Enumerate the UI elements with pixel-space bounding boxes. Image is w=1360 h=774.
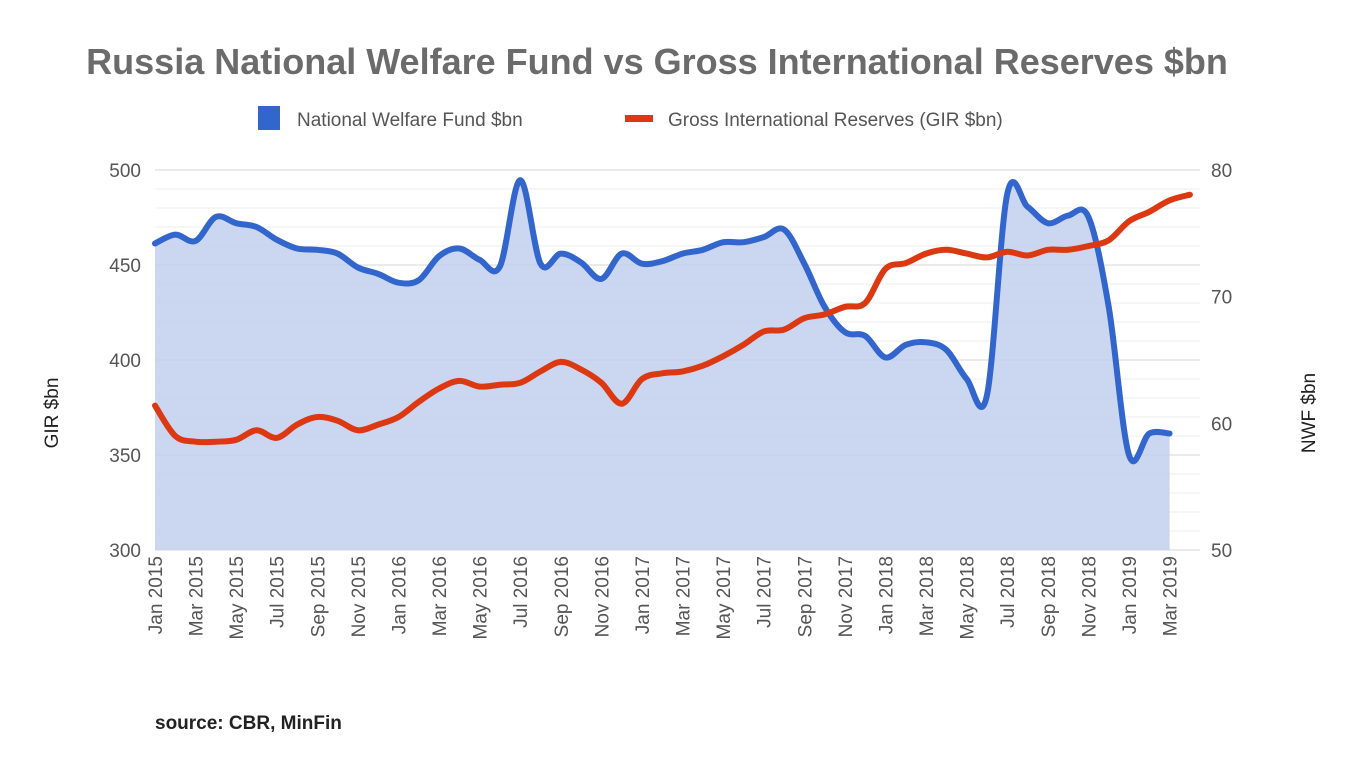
x-tick-label: Nov 2015 (349, 556, 370, 637)
left-axis-ticks: 300 350 400 450 500 (109, 161, 141, 562)
legend-label-nwf: National Welfare Fund $bn (297, 110, 523, 131)
x-tick-label: Jul 2018 (998, 556, 1019, 628)
legend-label-gir: Gross International Reserves (GIR $bn) (668, 110, 1003, 131)
x-tick-label: Nov 2016 (592, 556, 613, 637)
left-tick-label: 450 (109, 256, 141, 277)
x-tick-label: May 2018 (958, 556, 979, 639)
legend-swatch-gir (625, 115, 653, 122)
left-tick-label: 500 (109, 161, 141, 182)
source-note: source: CBR, MinFin (155, 713, 342, 734)
right-axis-title: NWF $bn (1299, 373, 1320, 453)
right-tick-label: 80 (1211, 161, 1232, 182)
x-tick-label: May 2015 (227, 556, 248, 639)
x-tick-label: Nov 2017 (836, 556, 857, 637)
left-tick-label: 300 (109, 541, 141, 562)
x-tick-label: Mar 2015 (187, 556, 208, 636)
right-tick-label: 60 (1211, 414, 1232, 435)
nwf-area-layer (155, 180, 1170, 551)
left-axis-title: GIR $bn (42, 378, 63, 449)
left-tick-label: 350 (109, 446, 141, 467)
right-tick-label: 50 (1211, 541, 1232, 562)
x-tick-label: May 2017 (714, 556, 735, 639)
legend-swatch-nwf (258, 106, 280, 130)
legend: National Welfare Fund $bn Gross Internat… (258, 106, 1003, 131)
x-tick-label: Mar 2017 (674, 556, 695, 636)
x-tick-label: Mar 2018 (917, 556, 938, 636)
x-tick-label: Jul 2017 (755, 556, 776, 628)
x-tick-label: Mar 2019 (1161, 556, 1182, 636)
x-tick-label: Sep 2018 (1039, 556, 1060, 637)
right-axis-ticks: 50 60 70 80 (1211, 161, 1232, 562)
nwf-area-fill (155, 180, 1170, 551)
x-tick-label: Jan 2016 (390, 556, 411, 634)
x-tick-label: Sep 2015 (308, 556, 329, 637)
right-tick-label: 70 (1211, 288, 1232, 309)
x-axis-ticks: Jan 2015 Mar 2015 May 2015 Jul 2015 Sep 2015… (146, 556, 1182, 639)
x-tick-label: Sep 2017 (795, 556, 816, 637)
x-tick-label: Jan 2018 (877, 556, 898, 634)
x-tick-label: Mar 2016 (430, 556, 451, 636)
x-tick-label: Jul 2015 (268, 556, 289, 628)
nwf-series-line (152, 177, 1173, 465)
chart-title: Russia National Welfare Fund vs Gross In… (86, 41, 1228, 82)
x-tick-label: May 2016 (471, 556, 492, 639)
x-tick-label: Jan 2017 (633, 556, 654, 634)
x-tick-label: Nov 2018 (1079, 556, 1100, 637)
left-tick-label: 400 (109, 351, 141, 372)
x-tick-label: Jan 2019 (1120, 556, 1141, 634)
x-tick-label: Sep 2016 (552, 556, 573, 637)
x-tick-label: Jan 2015 (146, 556, 167, 634)
x-tick-label: Jul 2016 (511, 556, 532, 628)
gir-series-line (152, 191, 1193, 446)
series-lines (152, 177, 1193, 465)
